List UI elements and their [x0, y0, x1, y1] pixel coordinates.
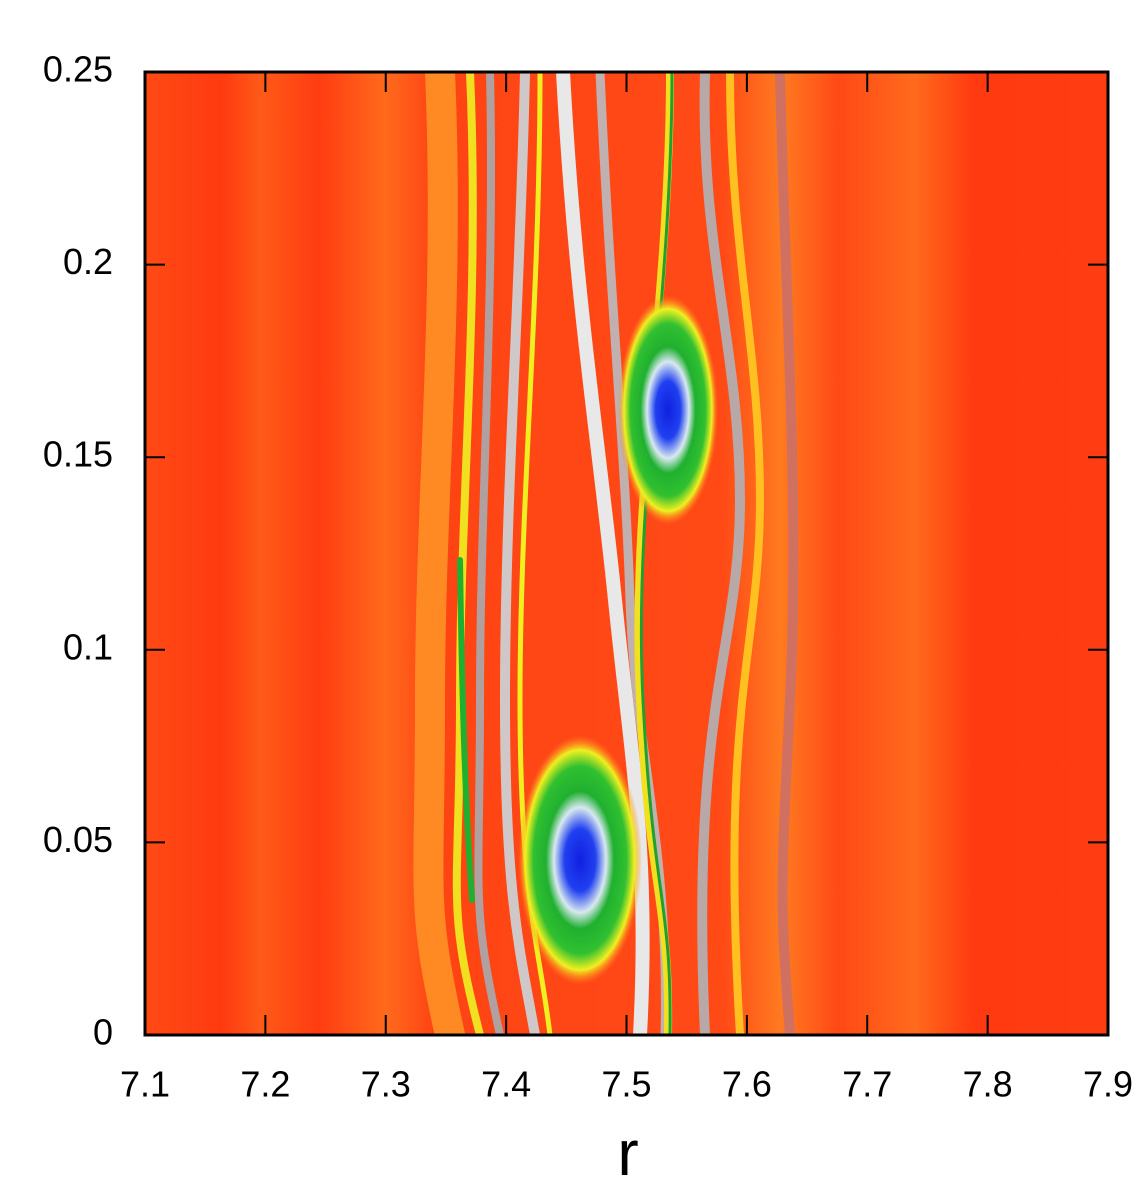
x-tick-label: 7.1 [120, 1064, 170, 1105]
axes: 7.1 7.2 7.3 7.4 7.5 7.6 7.7 7.8 7.9 0 0.05 0.1 0.15 0… [43, 49, 1133, 1105]
y-tick-label: 0 [93, 1012, 113, 1053]
y-tick-label: 0.15 [43, 434, 113, 475]
x-tick-label: 7.2 [240, 1064, 290, 1105]
x-tick-label: 7.9 [1083, 1064, 1133, 1105]
x-tick-label: 7.4 [481, 1064, 531, 1105]
x-tick-label: 7.8 [963, 1064, 1013, 1105]
x-axis-label: r [617, 1117, 638, 1189]
y-tick-label: 0.25 [43, 49, 113, 90]
x-tick-label: 7.3 [361, 1064, 411, 1105]
heatmap-field [145, 72, 1108, 1035]
y-tick-label: 0.05 [43, 819, 113, 860]
x-tick-label: 7.7 [842, 1064, 892, 1105]
x-tick-label: 7.6 [722, 1064, 772, 1105]
y-tick-label: 0.1 [63, 626, 113, 667]
x-tick-label: 7.5 [601, 1064, 651, 1105]
y-tick-label: 0.2 [63, 241, 113, 282]
